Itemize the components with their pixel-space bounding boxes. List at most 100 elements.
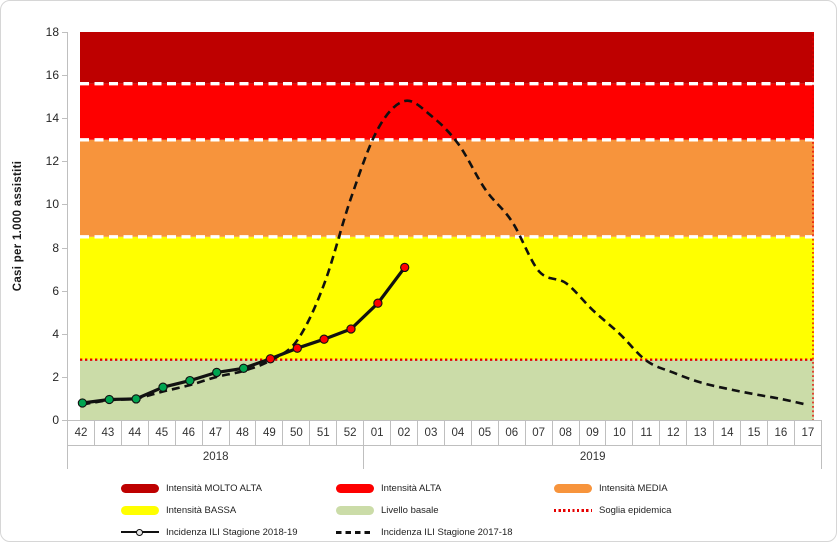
legend: Intensità MOLTO ALTA Intensità ALTA Intens… [1, 477, 836, 541]
legend-label: Livello basale [381, 504, 439, 516]
legend-label: Incidenza ILI Stagione 2017-18 [381, 526, 513, 538]
legend-swatch-intensit-media [554, 483, 592, 493]
y-tick-label-18: 18 [45, 25, 59, 39]
data-point-week-46 [185, 375, 195, 386]
x-tick-week-15: 15 [741, 421, 768, 445]
x-tick-week-51: 51 [310, 421, 338, 445]
x-tick-week-16: 16 [768, 421, 795, 445]
x-tick-week-08: 08 [553, 421, 580, 445]
x-tick-week-04: 04 [445, 421, 472, 445]
y-tick-label-10: 10 [45, 197, 59, 212]
x-tick-week-01: 01 [364, 421, 392, 445]
legend-item-intensit-bassa: Intensità BASSA [121, 504, 236, 516]
series-line-incidenza-ili-stagione-2017-18 [82, 99, 808, 407]
x-tick-week-45: 45 [149, 421, 176, 445]
legend-item-intensit-media: Intensità MEDIA [554, 482, 668, 494]
x-tick-week-10: 10 [606, 421, 634, 445]
legend-item-soglia-epidemica: Soglia epidemica [554, 504, 671, 516]
legend-swatch-soglia-epidemica [554, 508, 592, 512]
band-intensit-media [80, 139, 814, 237]
band-livello-basale [80, 359, 814, 420]
legend-item-intensit-alta: Intensità ALTA [336, 482, 441, 494]
band-intensit-bassa [80, 236, 814, 360]
data-point-week-44 [131, 394, 141, 404]
legend-swatch-intensit-molto-alta [121, 483, 159, 493]
legend-item-incidenza-ili-stagione-2017-18: Incidenza ILI Stagione 2017-18 [336, 526, 513, 538]
y-tick-mark [62, 420, 67, 421]
x-tick-week-03: 03 [418, 421, 445, 445]
y-tick-label-8: 8 [52, 240, 59, 255]
x-tick-week-06: 06 [499, 421, 526, 445]
x-tick-week-42: 42 [68, 421, 95, 445]
x-tick-week-47: 47 [203, 421, 230, 445]
legend-label: Intensità ALTA [381, 482, 442, 494]
x-axis-year-2019: 2019 [364, 446, 822, 469]
y-tick-mark [62, 118, 67, 120]
y-tick-label-4: 4 [52, 326, 59, 341]
legend-swatch-incidenza-ili-stagione-2017-18 [336, 530, 374, 534]
data-point-week-49 [265, 354, 276, 364]
data-point-week-42 [77, 398, 88, 408]
data-point-week-50 [292, 343, 302, 353]
x-tick-week-11: 11 [633, 421, 661, 445]
y-axis-line [67, 32, 68, 421]
legend-label: Incidenza ILI Stagione 2018-19 [166, 526, 298, 538]
x-axis-year-row: 2018 2019 [68, 446, 822, 469]
y-tick-mark [62, 290, 67, 292]
y-tick-label-12: 12 [45, 154, 59, 169]
band-intensit-molto-alta [80, 32, 814, 84]
data-point-week-43 [104, 394, 114, 405]
y-tick-label-0: 0 [52, 413, 59, 427]
legend-item-livello-basale: Livello basale [336, 504, 439, 516]
plot-area [77, 32, 814, 420]
legend-label: Intensità MEDIA [599, 482, 668, 494]
x-tick-week-43: 43 [95, 421, 122, 445]
y-tick-mark [62, 247, 67, 249]
data-point-week-48 [238, 363, 249, 373]
legend-swatch-incidenza-ili-stagione-2018-19 [121, 528, 159, 537]
y-tick-mark [62, 204, 67, 206]
x-tick-week-13: 13 [687, 421, 715, 445]
legend-item-intensit-molto-alta: Intensità MOLTO ALTA [121, 482, 262, 494]
x-tick-week-05: 05 [472, 421, 499, 445]
data-point-week-01 [373, 298, 383, 308]
y-tick-mark [62, 75, 67, 77]
legend-label: Intensità MOLTO ALTA [166, 482, 262, 494]
legend-item-incidenza-ili-stagione-2018-19: Incidenza ILI Stagione 2018-19 [121, 526, 298, 538]
y-tick-mark [62, 161, 67, 163]
x-tick-week-52: 52 [337, 421, 365, 445]
y-tick-label-14: 14 [45, 111, 59, 126]
y-tick-label-6: 6 [52, 283, 59, 298]
data-point-week-47 [212, 367, 222, 378]
y-axis-title: Casi per 1.000 assistiti [12, 160, 24, 292]
y-tick-mark [62, 376, 67, 378]
y-tick-mark [62, 32, 67, 33]
x-axis-year-2018: 2018 [68, 446, 365, 469]
data-point-week-52 [346, 324, 356, 334]
x-tick-week-07: 07 [526, 421, 553, 445]
data-point-week-02 [400, 262, 410, 273]
x-tick-week-50: 50 [283, 421, 311, 445]
x-tick-week-02: 02 [391, 421, 418, 445]
x-tick-week-17: 17 [795, 421, 822, 445]
x-axis: 42 43 44 45 46 47 48 49 50 51 52 01 02 03 04 05 06 07 08 09… [67, 420, 822, 469]
legend-swatch-intensit-bassa [121, 505, 159, 515]
x-tick-week-49: 49 [256, 421, 284, 445]
x-tick-week-09: 09 [580, 421, 607, 445]
x-tick-week-48: 48 [230, 421, 257, 445]
legend-swatch-livello-basale [336, 505, 374, 515]
x-tick-week-44: 44 [122, 421, 149, 445]
legend-line-swatch-marker [136, 528, 143, 536]
legend-label: Intensità BASSA [166, 504, 237, 516]
y-tick-label-16: 16 [45, 68, 59, 83]
y-tick-mark [62, 333, 67, 335]
x-axis-week-row: 42 43 44 45 46 47 48 49 50 51 52 01 02 03 04 05 06 07 08 09… [68, 420, 822, 446]
legend-label: Soglia epidemica [599, 504, 672, 516]
data-point-week-45 [158, 382, 168, 392]
x-tick-week-46: 46 [176, 421, 203, 445]
y-tick-label-2: 2 [52, 369, 59, 384]
data-point-week-51 [319, 334, 329, 344]
legend-swatch-intensit-alta [336, 483, 374, 493]
x-tick-week-12: 12 [660, 421, 688, 445]
